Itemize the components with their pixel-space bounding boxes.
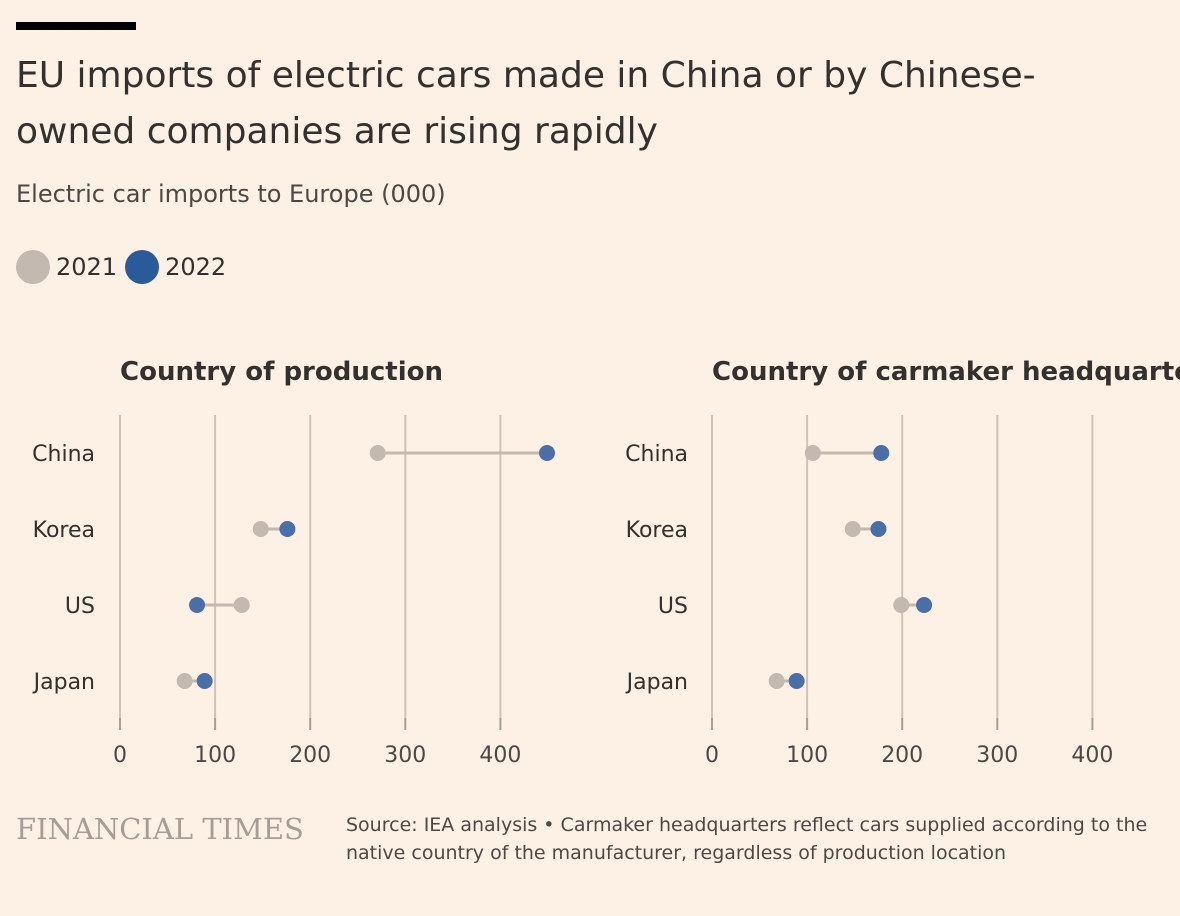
point-2022	[870, 521, 887, 537]
category-label: Korea	[626, 518, 688, 543]
x-tick-label: 400	[1071, 743, 1113, 768]
point-2022	[196, 673, 213, 689]
point-2021	[893, 597, 910, 613]
point-2021	[176, 673, 193, 689]
dumbbell-charts: Country of production 0 100 200 300 400 China K…	[32, 357, 1180, 768]
category-label: Japan	[625, 670, 688, 695]
category-label: US	[65, 594, 95, 619]
chart-subtitle: Electric car imports to Europe (000)	[16, 180, 446, 208]
legend-label-2022: 2022	[165, 253, 227, 281]
point-2022	[538, 445, 555, 461]
x-tick-label: 300	[384, 743, 426, 768]
panel-title: Country of carmaker headquarters	[712, 357, 1180, 387]
x-tick-label: 0	[113, 743, 127, 768]
x-tick-label: 100	[194, 743, 236, 768]
x-tick-label: 100	[786, 743, 828, 768]
x-tick-label: 0	[705, 743, 719, 768]
point-2022	[189, 597, 206, 613]
point-2021	[369, 445, 386, 461]
category-label: China	[625, 442, 688, 467]
legend-swatch-2021	[16, 250, 50, 284]
category-label: China	[32, 442, 95, 467]
category-label: Korea	[33, 518, 95, 543]
top-accent-bar	[16, 22, 136, 30]
legend-swatch-2022	[125, 250, 160, 284]
x-tick-label: 200	[881, 743, 923, 768]
point-2021	[252, 521, 269, 537]
legend-item-2021: 2021	[16, 250, 117, 284]
point-2022	[916, 597, 933, 613]
chart-title: EU imports of electric cars made in Chin…	[16, 55, 1036, 152]
legend-label-2021: 2021	[56, 253, 118, 281]
x-tick-label: 400	[479, 743, 521, 768]
ft-logo: FINANCIAL TIMES	[16, 812, 304, 846]
point-2021	[233, 597, 250, 613]
legend-item-2022: 2022	[125, 250, 226, 284]
point-2021	[804, 445, 821, 461]
point-2021	[768, 673, 785, 689]
point-2022	[873, 445, 890, 461]
point-2021	[844, 521, 861, 537]
category-label: US	[658, 594, 688, 619]
panel-title: Country of production	[120, 357, 443, 387]
x-tick-label: 300	[976, 743, 1018, 768]
point-2022	[788, 673, 805, 689]
point-2022	[279, 521, 296, 537]
legend: 2021 2022	[16, 250, 234, 284]
source-note: Source: IEA analysis • Carmaker headquar…	[346, 814, 1148, 864]
x-tick-label: 200	[289, 743, 331, 768]
category-label: Japan	[32, 670, 95, 695]
